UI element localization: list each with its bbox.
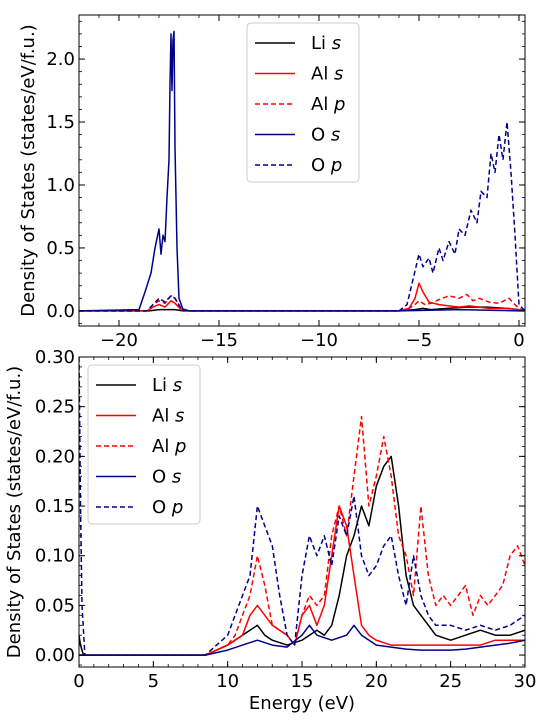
y-tick-label: 0.0	[46, 301, 75, 322]
y-tick-label: 0.00	[35, 645, 75, 666]
y-tick-label: 0.5	[46, 238, 75, 259]
legend-label-li-s: Li s	[152, 375, 182, 396]
y-axis-label: Density of States (states/eV/f.u.)	[4, 366, 25, 658]
series-lines	[79, 30, 525, 312]
series-lines	[79, 357, 525, 656]
legend-label-li-s: Li s	[311, 33, 341, 54]
y-tick-label: 0.10	[35, 546, 75, 567]
x-tick-label: 10	[216, 671, 239, 692]
series-line-o-s	[79, 624, 525, 656]
x-tick-label: 15	[291, 671, 314, 692]
x-tick-label: 0	[513, 330, 524, 351]
series-line-al-s	[79, 282, 525, 312]
x-tick-label: 5	[148, 671, 159, 692]
legend-label-al-p: Al p	[152, 436, 186, 457]
plot-frame	[78, 14, 526, 327]
x-tick-label: 25	[439, 671, 462, 692]
legend-box	[246, 22, 360, 183]
series-line-al-s	[79, 505, 525, 656]
y-tick-label: 0.15	[35, 496, 75, 517]
y-tick-label: 1.5	[46, 112, 75, 133]
x-axis-label: Energy (eV)	[249, 693, 355, 714]
y-axis-label: Density of States (states/eV/f.u.)	[18, 24, 39, 316]
series-line-o-p	[79, 121, 525, 312]
legend-label-al-s: Al s	[152, 406, 184, 427]
x-tick-label: −20	[100, 330, 138, 351]
x-tick-label: −5	[406, 330, 433, 351]
series-line-al-p	[79, 415, 525, 656]
x-tick-label: 20	[365, 671, 388, 692]
top-panel-chart: −20 −15 −10 −5 0 0.0 0.5 1.0 1.5 2.0 Density of St…	[18, 14, 526, 351]
y-tick-label: 1.0	[46, 175, 75, 196]
legend-label-al-p: Al p	[311, 94, 345, 115]
x-tick-label: −10	[300, 330, 338, 351]
series-line-al-p	[79, 293, 525, 312]
legend: Li s Al s Al p O s O p	[87, 364, 201, 525]
y-tick-label: 0.25	[35, 397, 75, 418]
legend: Li s Al s Al p O s O p	[246, 22, 360, 183]
y-tick-label: 0.20	[35, 446, 75, 467]
series-line-o-p	[79, 357, 525, 656]
x-tick-label: 30	[514, 671, 537, 692]
x-tick-label: 0	[73, 671, 84, 692]
legend-label-al-s: Al s	[311, 64, 343, 85]
legend-label-o-s: O s	[152, 467, 181, 488]
legend-label-o-s: O s	[311, 125, 340, 146]
x-tick-label: −15	[200, 330, 238, 351]
y-tick-label: 2.0	[46, 49, 75, 70]
series-line-o-s	[79, 30, 525, 312]
bottom-panel-chart: 0 5 10 15 20 25 30 0.00 0.05 0.10 0.15 0.20 0.25 0.30…	[4, 347, 536, 714]
y-tick-label: 0.30	[35, 347, 75, 368]
legend-label-o-p: O p	[152, 497, 183, 518]
legend-label-o-p: O p	[311, 155, 342, 176]
legend-box	[87, 364, 201, 525]
y-tick-label: 0.05	[35, 595, 75, 616]
